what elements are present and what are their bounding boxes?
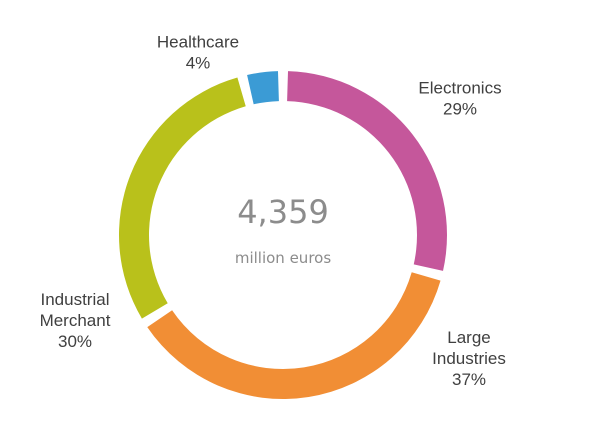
center-total: 4,359: [237, 193, 329, 231]
slice-name: Electronics: [418, 79, 501, 98]
label-large-industries: Large Industries 37%: [432, 328, 506, 389]
slice-name: Healthcare: [157, 33, 239, 52]
donut-slices: [119, 71, 447, 399]
slice-healthcare: [247, 71, 279, 105]
slice-name: Industries: [432, 349, 506, 368]
center-unit: million euros: [235, 249, 331, 267]
slice-percent: 29%: [443, 100, 477, 119]
slice-name: Industrial: [41, 290, 110, 309]
slice-percent: 4%: [186, 54, 211, 73]
slice-percent: 30%: [58, 332, 92, 351]
slice-name: Large: [447, 328, 490, 347]
slice-labels: Electronics 29% Large Industries 37% Industri…: [40, 33, 506, 390]
slice-large-industries: [147, 272, 441, 399]
slice-percent: 37%: [452, 370, 486, 389]
label-healthcare: Healthcare 4%: [157, 33, 239, 73]
slice-name: Merchant: [40, 311, 111, 330]
label-electronics: Electronics 29%: [418, 79, 501, 119]
slice-industrial-merchant: [119, 77, 246, 319]
slice-electronics: [287, 71, 447, 271]
label-industrial-merchant: Industrial Merchant 30%: [40, 290, 111, 351]
